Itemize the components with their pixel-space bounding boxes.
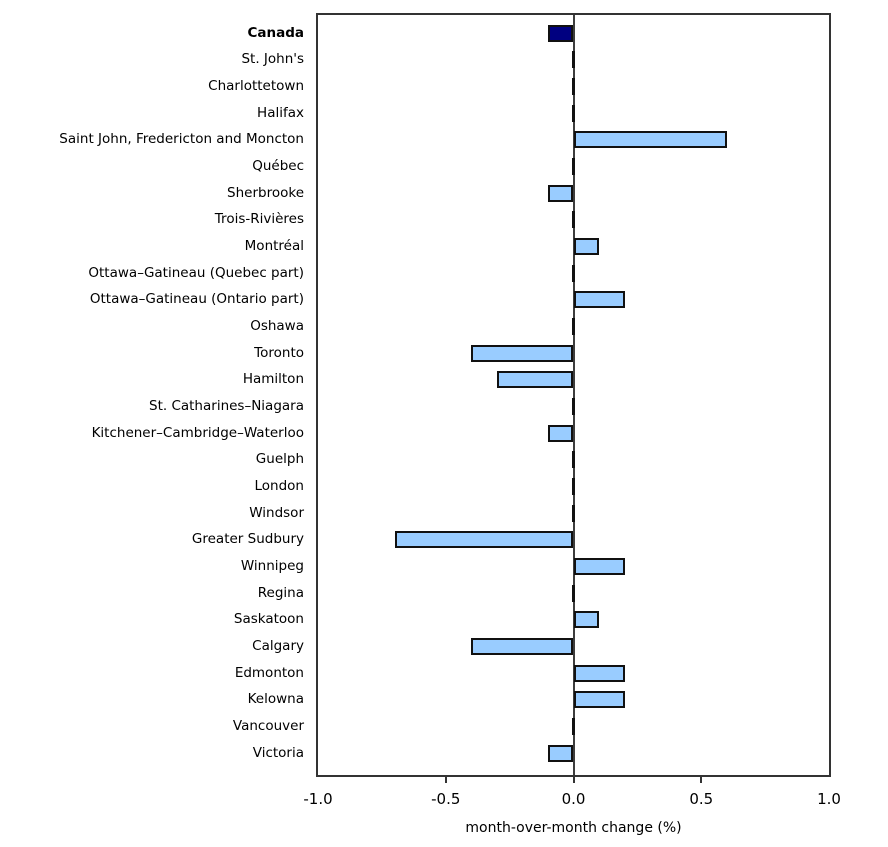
zero-value-mark — [572, 104, 575, 122]
category-label: Winnipeg — [240, 557, 304, 574]
x-axis-tick-label: -1.0 — [303, 790, 333, 808]
category-label: Québec — [252, 157, 304, 174]
bar — [471, 344, 574, 362]
category-label: Kitchener–Cambridge–Waterloo — [91, 424, 304, 441]
category-label: Regina — [257, 584, 304, 601]
zero-value-mark — [572, 477, 575, 495]
bar — [573, 291, 625, 309]
zero-value-mark — [572, 157, 575, 175]
x-axis-title: month-over-month change (%) — [465, 820, 682, 836]
category-label: London — [254, 477, 305, 494]
bar — [471, 637, 574, 655]
category-label: Hamilton — [242, 371, 304, 388]
bar — [573, 131, 727, 149]
zero-value-mark — [572, 264, 575, 282]
zero-value-mark — [572, 717, 575, 735]
category-label: Saskatoon — [233, 611, 304, 628]
category-label: Canada — [247, 24, 304, 41]
zero-value-mark — [572, 77, 575, 95]
zero-value-mark — [572, 584, 575, 602]
zero-value-mark — [572, 211, 575, 229]
bar — [573, 664, 625, 682]
category-label: St. John's — [241, 51, 304, 68]
bar — [573, 237, 600, 255]
bar — [547, 744, 574, 762]
x-axis-tick-label: 0.0 — [561, 790, 586, 808]
category-label: Greater Sudbury — [191, 531, 304, 548]
zero-value-mark — [572, 504, 575, 522]
zero-value-mark — [572, 51, 575, 69]
category-label: Halifax — [257, 104, 304, 121]
bar — [394, 531, 574, 549]
bar — [547, 24, 574, 42]
plot-area — [316, 13, 831, 783]
category-label: Windsor — [249, 504, 304, 521]
category-label: Oshawa — [250, 317, 304, 334]
category-label: Montréal — [244, 237, 304, 254]
category-label: Sherbrooke — [227, 184, 304, 201]
zero-value-mark — [572, 397, 575, 415]
bar — [547, 424, 574, 442]
bar — [496, 371, 574, 389]
category-label: Edmonton — [234, 664, 304, 681]
zero-value-mark — [572, 317, 575, 335]
category-label: Charlottetown — [208, 77, 304, 94]
x-axis-tick — [700, 775, 703, 783]
category-label: Toronto — [254, 344, 304, 361]
bar — [573, 557, 625, 575]
category-label: Trois-Rivières — [214, 211, 304, 228]
category-label: Victoria — [252, 744, 304, 761]
category-label: Vancouver — [232, 717, 304, 734]
x-axis-tick — [444, 775, 447, 783]
category-label: Guelph — [255, 451, 304, 468]
category-label: St. Catharines–Niagara — [149, 397, 304, 414]
category-label: Saint John, Fredericton and Moncton — [59, 131, 304, 148]
bar — [547, 184, 574, 202]
x-axis-tick-label: 1.0 — [817, 790, 841, 808]
category-label: Ottawa–Gatineau (Ontario part) — [89, 291, 304, 308]
category-label: Kelowna — [247, 691, 304, 708]
x-axis-tick — [572, 775, 575, 783]
bar — [573, 611, 600, 629]
zero-value-mark — [572, 451, 575, 469]
category-label: Ottawa–Gatineau (Quebec part) — [88, 264, 304, 281]
category-label: Calgary — [252, 637, 304, 654]
x-axis-tick-label: -0.5 — [431, 790, 461, 808]
x-axis-tick-label: 0.5 — [689, 790, 714, 808]
bar — [573, 691, 625, 709]
zero-axis-line — [572, 15, 575, 775]
